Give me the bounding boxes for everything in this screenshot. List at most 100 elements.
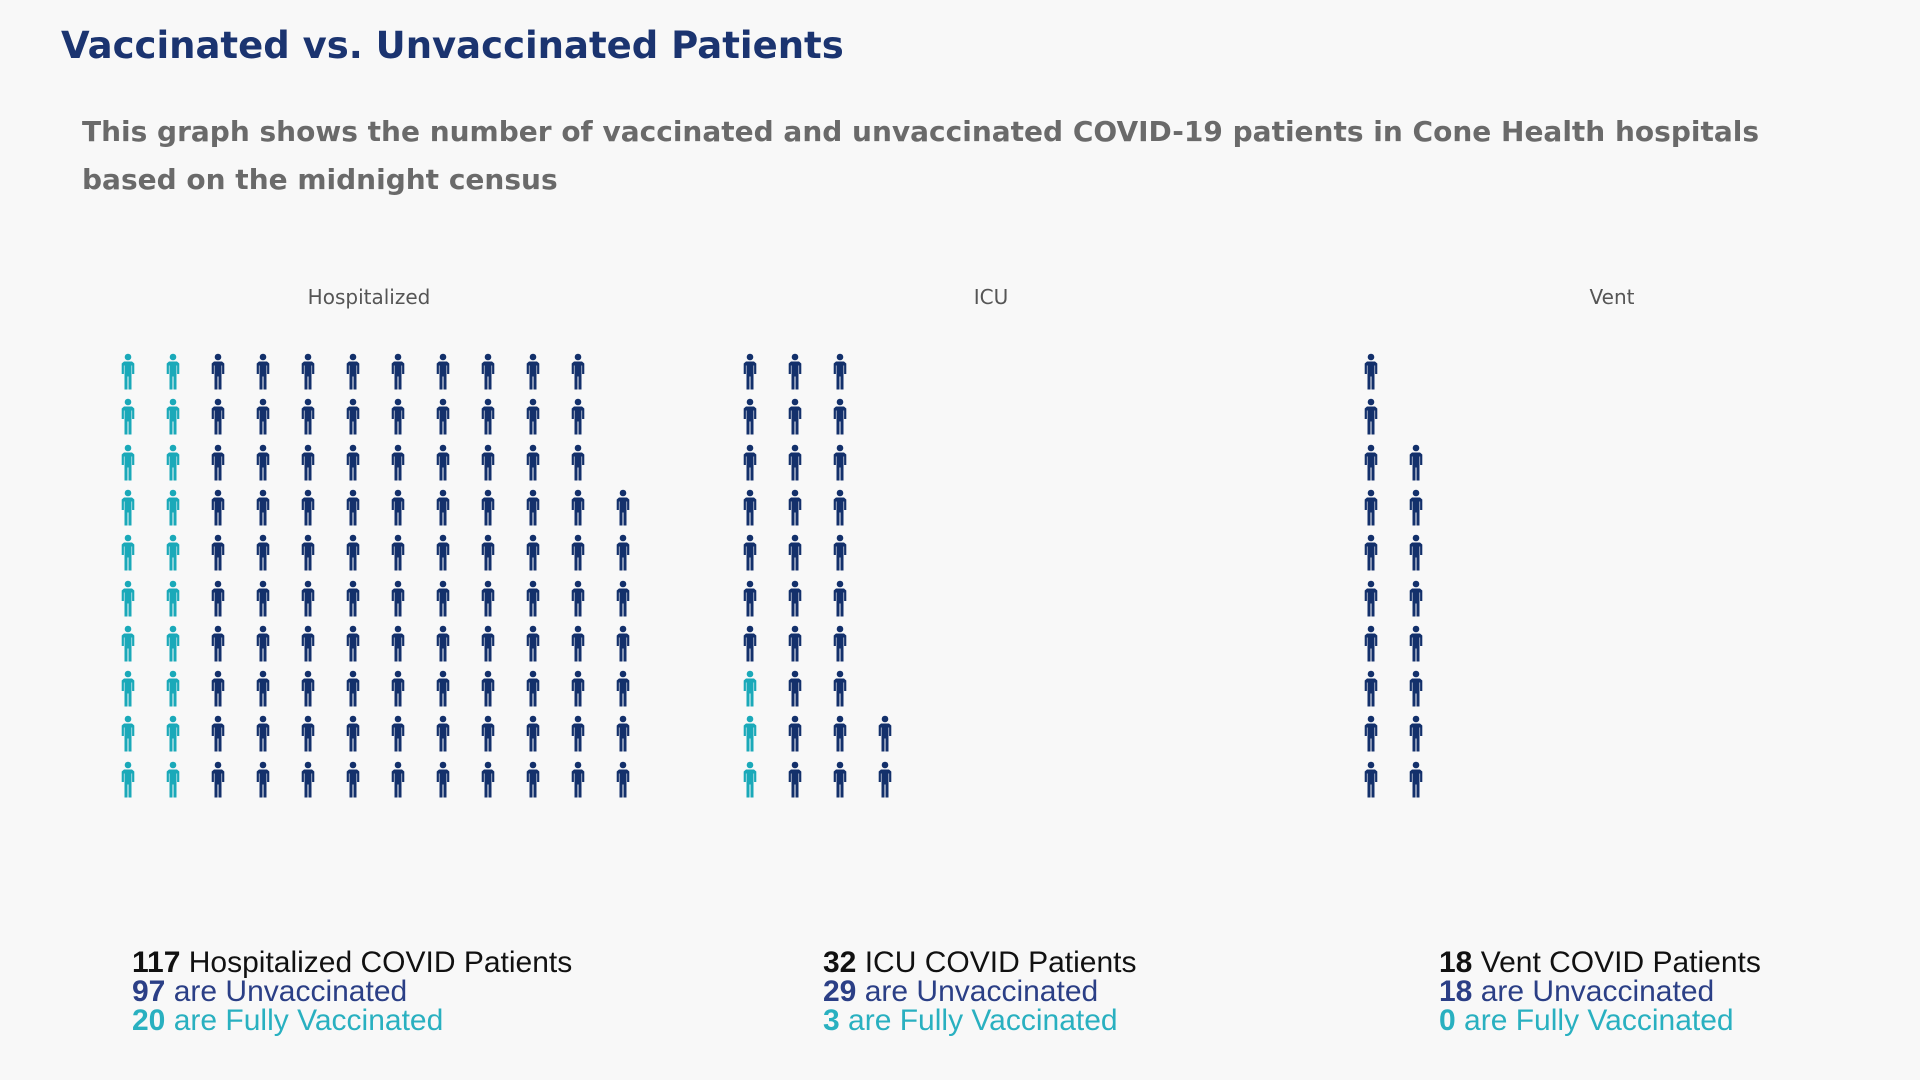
unvaccinated-person-icon: [832, 534, 848, 572]
unvaccinated-person-icon: [300, 761, 316, 799]
unvaccinated-label: are Unvaccinated: [173, 975, 408, 1008]
unvaccinated-person-icon: [877, 715, 893, 753]
unvaccinated-person-icon: [742, 489, 758, 527]
unvaccinated-person-icon: [300, 670, 316, 708]
unvaccinated-person-icon: [570, 670, 586, 708]
unvaccinated-person-icon: [345, 670, 361, 708]
unvaccinated-person-icon: [345, 715, 361, 753]
vaccinated-person-icon: [165, 761, 181, 799]
unvaccinated-person-icon: [742, 580, 758, 618]
unvaccinated-person-icon: [345, 580, 361, 618]
unvaccinated-person-icon: [210, 353, 226, 391]
unvaccinated-person-icon: [480, 715, 496, 753]
vaccinated-label: are Fully Vaccinated: [173, 1004, 444, 1037]
unvaccinated-person-icon: [390, 489, 406, 527]
unvaccinated-person-icon: [1408, 534, 1424, 572]
unvaccinated-count: 18: [1439, 975, 1473, 1008]
unvaccinated-person-icon: [480, 353, 496, 391]
unvaccinated-person-icon: [615, 534, 631, 572]
unvaccinated-person-icon: [435, 534, 451, 572]
unvaccinated-person-icon: [525, 670, 541, 708]
vaccinated-person-icon: [165, 489, 181, 527]
summary-hospitalized: 117 Hospitalized COVID Patients 97 are U…: [132, 946, 572, 1037]
unvaccinated-person-icon: [615, 715, 631, 753]
unvaccinated-person-icon: [787, 398, 803, 436]
unvaccinated-person-icon: [1363, 534, 1379, 572]
vaccinated-person-icon: [120, 534, 136, 572]
unvaccinated-person-icon: [300, 489, 316, 527]
unvaccinated-person-icon: [255, 444, 271, 482]
unvaccinated-person-icon: [255, 489, 271, 527]
unvaccinated-person-icon: [832, 398, 848, 436]
unvaccinated-person-icon: [570, 353, 586, 391]
total-label: ICU COVID Patients: [864, 946, 1137, 979]
unvaccinated-person-icon: [1363, 444, 1379, 482]
unvaccinated-person-icon: [210, 625, 226, 663]
unvaccinated-person-icon: [300, 353, 316, 391]
vaccinated-person-icon: [165, 353, 181, 391]
unvaccinated-person-icon: [832, 444, 848, 482]
unvaccinated-person-icon: [832, 761, 848, 799]
unvaccinated-person-icon: [345, 534, 361, 572]
unvaccinated-person-icon: [435, 353, 451, 391]
unvaccinated-person-icon: [255, 580, 271, 618]
unvaccinated-person-icon: [832, 353, 848, 391]
unvaccinated-person-icon: [787, 444, 803, 482]
unvaccinated-person-icon: [570, 489, 586, 527]
unvaccinated-person-icon: [742, 625, 758, 663]
vaccinated-label: are Fully Vaccinated: [1464, 1004, 1734, 1037]
vaccinated-count: 20: [132, 1004, 166, 1037]
vaccinated-person-icon: [120, 670, 136, 708]
unvaccinated-person-icon: [210, 670, 226, 708]
unvaccinated-person-icon: [300, 625, 316, 663]
unvaccinated-label: are Unvaccinated: [864, 975, 1099, 1008]
unvaccinated-person-icon: [525, 444, 541, 482]
unvaccinated-person-icon: [480, 534, 496, 572]
panel-label-vent: Vent: [1589, 285, 1635, 309]
unvaccinated-person-icon: [570, 580, 586, 618]
unvaccinated-person-icon: [570, 761, 586, 799]
vaccinated-label: are Fully Vaccinated: [848, 1004, 1118, 1037]
total-count: 117: [132, 946, 181, 979]
unvaccinated-person-icon: [615, 625, 631, 663]
unvaccinated-person-icon: [742, 444, 758, 482]
vaccinated-person-icon: [165, 534, 181, 572]
unvaccinated-person-icon: [480, 398, 496, 436]
unvaccinated-person-icon: [787, 715, 803, 753]
unvaccinated-person-icon: [435, 398, 451, 436]
panel-label-icu: ICU: [973, 285, 1009, 309]
unvaccinated-person-icon: [345, 444, 361, 482]
unvaccinated-count: 97: [132, 975, 166, 1008]
unvaccinated-person-icon: [300, 534, 316, 572]
unvaccinated-person-icon: [615, 489, 631, 527]
vaccinated-person-icon: [120, 580, 136, 618]
unvaccinated-person-icon: [570, 625, 586, 663]
total-label: Vent COVID Patients: [1480, 946, 1761, 979]
unvaccinated-count: 29: [823, 975, 857, 1008]
unvaccinated-person-icon: [1408, 580, 1424, 618]
unvaccinated-person-icon: [742, 353, 758, 391]
unvaccinated-person-icon: [525, 353, 541, 391]
unvaccinated-person-icon: [787, 761, 803, 799]
vaccinated-count: 0: [1439, 1004, 1456, 1037]
unvaccinated-person-icon: [345, 398, 361, 436]
unvaccinated-person-icon: [787, 670, 803, 708]
unvaccinated-person-icon: [345, 353, 361, 391]
unvaccinated-person-icon: [300, 580, 316, 618]
unvaccinated-person-icon: [1363, 670, 1379, 708]
total-count: 18: [1439, 946, 1473, 979]
unvaccinated-person-icon: [390, 715, 406, 753]
unvaccinated-person-icon: [390, 353, 406, 391]
unvaccinated-person-icon: [1363, 580, 1379, 618]
unvaccinated-person-icon: [1408, 625, 1424, 663]
unvaccinated-person-icon: [1363, 761, 1379, 799]
panel-label-hospitalized: Hospitalized: [307, 285, 431, 309]
unvaccinated-person-icon: [300, 398, 316, 436]
unvaccinated-person-icon: [390, 625, 406, 663]
unvaccinated-person-icon: [255, 398, 271, 436]
unvaccinated-person-icon: [210, 444, 226, 482]
unvaccinated-person-icon: [255, 761, 271, 799]
unvaccinated-person-icon: [787, 580, 803, 618]
unvaccinated-person-icon: [1408, 715, 1424, 753]
unvaccinated-person-icon: [525, 625, 541, 663]
